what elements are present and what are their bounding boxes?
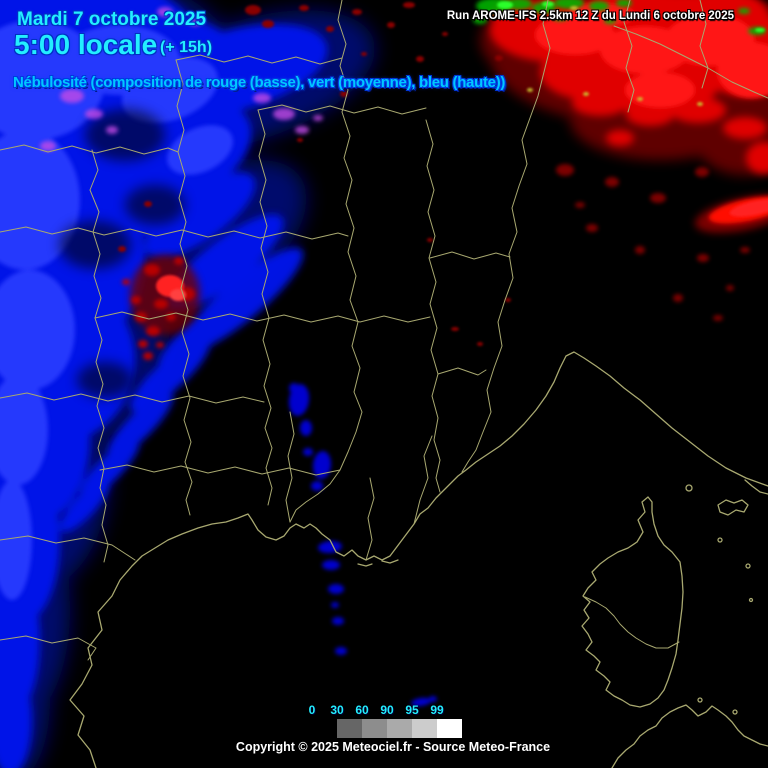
legend-color-box	[412, 719, 437, 738]
red-specks	[118, 2, 511, 346]
legend-color-box	[312, 719, 337, 738]
legend-tick: 0	[308, 703, 316, 717]
legend-color-box	[387, 719, 412, 738]
italy-border	[461, 0, 768, 473]
run-info: Run AROME-IFS 2.5km 12 Z du Lundi 6 octo…	[446, 10, 734, 22]
elba-island-outline	[717, 499, 749, 516]
map-subtitle: Nébulosité (composition de rouge (basse)…	[13, 74, 506, 91]
high-cloud-blue-layer	[0, 0, 376, 768]
forecast-date: Mardi 7 octobre 2025	[17, 9, 207, 30]
legend-tick: 30	[330, 703, 344, 717]
legend-tick: 90	[380, 703, 394, 717]
corsica-outline	[581, 496, 684, 708]
islets	[685, 479, 768, 715]
forecast-time: 5:00 locale	[14, 29, 158, 60]
low-cloud-red-layer	[118, 0, 768, 360]
department-boundaries	[0, 0, 680, 661]
legend-color-box	[362, 719, 387, 738]
blue-cloud-chain	[288, 383, 437, 707]
legend-tick: 95	[405, 703, 419, 717]
mainland-coast-path	[69, 351, 768, 768]
legend-tick: 60	[355, 703, 369, 717]
magenta-mixed-cloud-layer	[40, 7, 323, 151]
forecast-offset: (+ 15h)	[160, 39, 213, 56]
mid-cloud-green-layer	[473, 0, 766, 106]
legend-tick: 99	[430, 703, 444, 717]
sardinia-outline	[611, 704, 768, 768]
legend-color-box	[337, 719, 362, 738]
copyright-text: Copyright © 2025 Meteociel.fr - Source M…	[235, 740, 551, 754]
coastline	[69, 351, 768, 768]
legend-color-box	[437, 719, 462, 738]
